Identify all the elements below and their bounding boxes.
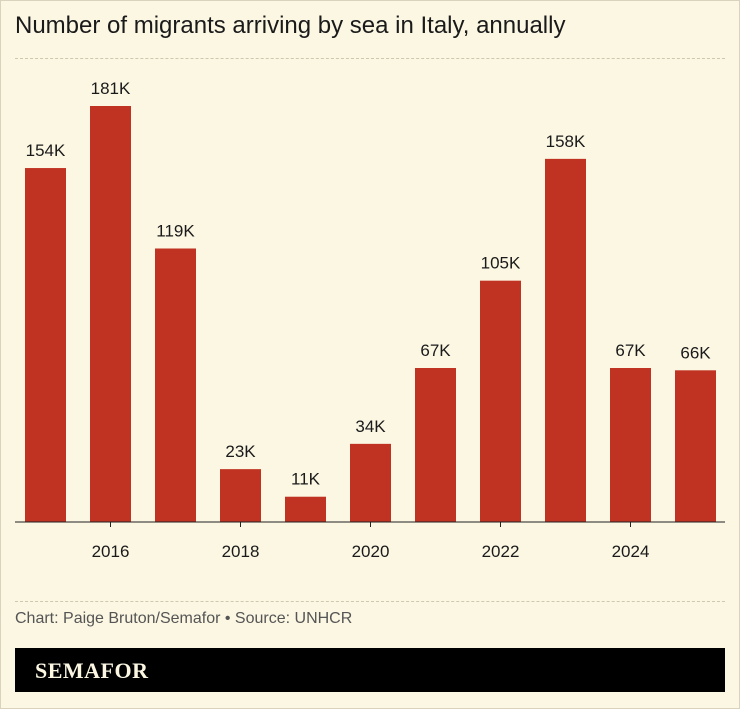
bar-value-label: 105K bbox=[481, 254, 521, 273]
bar-2022 bbox=[480, 280, 521, 522]
footer-divider bbox=[15, 601, 725, 602]
bar-value-label: 119K bbox=[156, 221, 195, 240]
x-tick-label: 2024 bbox=[612, 542, 650, 561]
bar-value-label: 158K bbox=[546, 132, 586, 151]
bar-value-label: 23K bbox=[225, 442, 256, 461]
bar-2017 bbox=[155, 248, 196, 522]
bar-2016 bbox=[90, 106, 131, 522]
x-tick-label: 2018 bbox=[222, 542, 260, 561]
brand-bar: SEMAFOR bbox=[15, 648, 725, 692]
bar-value-label: 154K bbox=[26, 141, 66, 160]
bar-value-label: 67K bbox=[420, 341, 451, 360]
bar-2019 bbox=[285, 496, 326, 522]
bar-value-label: 67K bbox=[615, 341, 646, 360]
bar-value-label: 66K bbox=[680, 343, 711, 362]
bar-chart: 154K 181K 119K 23K 11K 34K 67K 105K 158K 67K 66K 20… bbox=[15, 79, 725, 561]
bar-2020 bbox=[350, 443, 391, 522]
bar-2023 bbox=[545, 158, 586, 522]
bar-2025 bbox=[675, 370, 716, 522]
bar-2018 bbox=[220, 469, 261, 522]
x-tick-label: 2016 bbox=[92, 542, 130, 561]
bar-value-label: 181K bbox=[91, 79, 131, 98]
x-tick-label: 2022 bbox=[482, 542, 520, 561]
bar-2021 bbox=[415, 368, 456, 522]
bar-value-label: 11K bbox=[291, 470, 321, 489]
brand-logo: SEMAFOR bbox=[35, 658, 149, 683]
bar-2024 bbox=[610, 368, 651, 522]
title-divider bbox=[15, 58, 725, 59]
chart-title: Number of migrants arriving by sea in It… bbox=[15, 12, 566, 39]
x-tick-label: 2020 bbox=[352, 542, 390, 561]
bar-value-label: 34K bbox=[355, 417, 386, 436]
source-credit: Chart: Paige Bruton/Semafor • Source: UN… bbox=[15, 610, 353, 627]
bar-2015 bbox=[25, 168, 66, 523]
